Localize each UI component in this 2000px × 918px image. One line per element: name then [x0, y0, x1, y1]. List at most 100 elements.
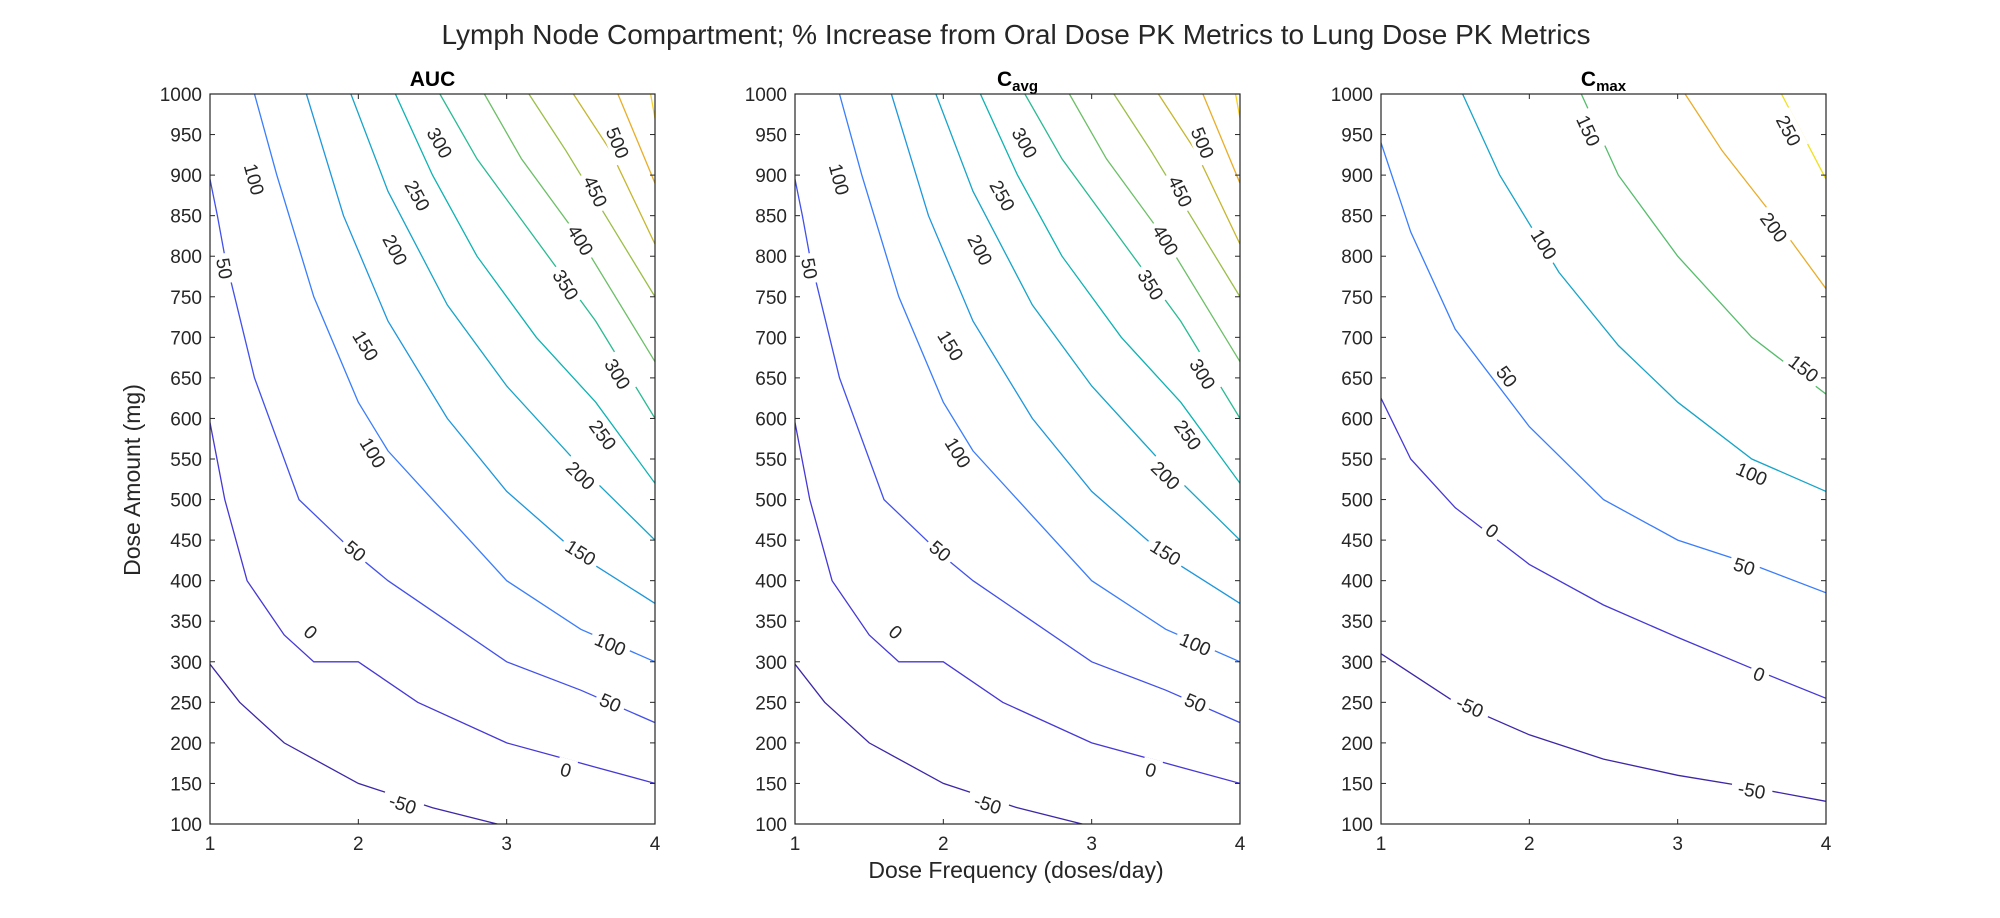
y-tick-label: 700: [755, 328, 787, 349]
contour-label: 50: [796, 251, 824, 286]
contour-label-gap: [1524, 220, 1565, 268]
contour-label-gap: [420, 119, 460, 166]
y-tick-label: 850: [170, 207, 202, 228]
contour-label-gap: [545, 261, 587, 308]
subplot-3: Cmax-50-50005050100100150150200250100150…: [1331, 68, 1832, 855]
y-tick-label: 400: [170, 572, 202, 593]
y-tick-label: 400: [755, 572, 787, 593]
y-tick-label: 900: [1341, 166, 1373, 187]
contour-label-gap: [553, 756, 579, 783]
y-tick-label: 800: [1341, 247, 1373, 268]
x-tick-label: 1: [1376, 834, 1387, 855]
y-tick-label: 750: [1341, 288, 1373, 309]
contour-label-gap: [379, 786, 426, 821]
y-tick-label: 450: [755, 531, 787, 552]
y-tick-label: 650: [170, 369, 202, 390]
contour-line: [649, 94, 655, 119]
y-tick-label: 1000: [160, 85, 202, 106]
subplot-2: Cavg-50005050501001001001501502002002502…: [745, 68, 1246, 855]
contour-label-gap: [560, 216, 601, 264]
contour-line: [1202, 94, 1240, 184]
subplot-title: Cmax: [1581, 68, 1627, 95]
contour-label-text: 50: [796, 256, 820, 281]
y-tick-label: 250: [755, 693, 787, 714]
y-tick-label: 400: [1341, 572, 1373, 593]
y-tick-label: 300: [170, 653, 202, 674]
contour-line: [795, 422, 1240, 785]
contour-label: 150: [1780, 347, 1827, 390]
contour-label-gap: [557, 532, 605, 573]
y-tick-label: 100: [755, 815, 787, 836]
x-tick-label: 2: [938, 834, 949, 855]
y-tick-label: 250: [1341, 693, 1373, 714]
y-tick-label: 200: [170, 734, 202, 755]
contour-label-gap: [796, 251, 824, 286]
x-tick-label: 1: [790, 834, 801, 855]
contour-label: 100: [823, 156, 856, 202]
contour-label-gap: [1182, 350, 1223, 398]
contour-line: [1580, 94, 1826, 395]
contour-label-gap: [1005, 119, 1045, 166]
contour-label-gap: [599, 119, 636, 166]
contour-label: 0: [1746, 660, 1773, 688]
contour-label-gap: [558, 452, 604, 498]
contour-line: [1068, 94, 1240, 363]
contour-label: 250: [1769, 107, 1809, 154]
y-tick-label: 450: [170, 531, 202, 552]
contour-label: 100: [238, 156, 271, 202]
contour-labels: -500050505010010010015015020020025025030…: [796, 119, 1223, 821]
contour-label-gap: [1167, 411, 1210, 458]
y-tick-label: 150: [1341, 774, 1373, 795]
y-tick-label: 900: [170, 166, 202, 187]
contour-label: 250: [582, 411, 625, 458]
contour-label: 0: [1478, 515, 1507, 545]
x-tick-label: 2: [1524, 834, 1535, 855]
y-tick-label: 350: [755, 612, 787, 633]
contour-label-gap: [376, 226, 415, 273]
contour-label-gap: [1143, 452, 1189, 498]
contour-label-gap: [961, 226, 1000, 273]
contour-label-gap: [238, 156, 271, 202]
x-tick-label: 1: [205, 834, 216, 855]
contour-label-gap: [1138, 756, 1164, 783]
y-tick-label: 850: [1341, 207, 1373, 228]
contour-line: [394, 94, 655, 484]
x-tick-label: 2: [353, 834, 364, 855]
contour-label: 0: [1138, 756, 1164, 783]
contour-label: 500: [1184, 119, 1221, 166]
y-tick-label: 1000: [1331, 85, 1373, 106]
contour-label-gap: [921, 532, 959, 569]
x-tick-label: 4: [1821, 834, 1832, 855]
contour-label-gap: [1753, 203, 1796, 251]
contour-label-gap: [345, 322, 386, 369]
contour-line: [617, 94, 655, 184]
y-tick-label: 900: [755, 166, 787, 187]
contour-label-gap: [398, 172, 438, 219]
subplot-title: Cavg: [997, 68, 1038, 95]
contour-line: [1381, 397, 1826, 699]
y-tick-label: 250: [170, 693, 202, 714]
contour-line: [1684, 94, 1826, 290]
y-tick-label: 800: [170, 247, 202, 268]
contour-lines: [1381, 94, 1826, 802]
contour-label-gap: [1145, 216, 1186, 264]
y-tick-label: 500: [1341, 491, 1373, 512]
y-tick-label: 700: [1341, 328, 1373, 349]
contour-label: -50: [379, 786, 426, 821]
y-tick-label: 300: [755, 653, 787, 674]
contour-label-gap: [930, 322, 971, 369]
contour-label-gap: [336, 532, 374, 569]
y-tick-label: 1000: [745, 85, 787, 106]
y-tick-label: 500: [170, 491, 202, 512]
contour-label-gap: [211, 251, 239, 286]
y-tick-label: 300: [1341, 653, 1373, 674]
y-tick-label: 150: [170, 774, 202, 795]
contour-label-gap: [1729, 775, 1774, 805]
contour-label-gap: [353, 429, 394, 476]
contour-label-gap: [597, 350, 638, 398]
contour-label-gap: [964, 786, 1011, 821]
y-tick-label: 100: [1341, 815, 1373, 836]
x-tick-label: 4: [1235, 834, 1246, 855]
contour-label-gap: [296, 617, 326, 647]
